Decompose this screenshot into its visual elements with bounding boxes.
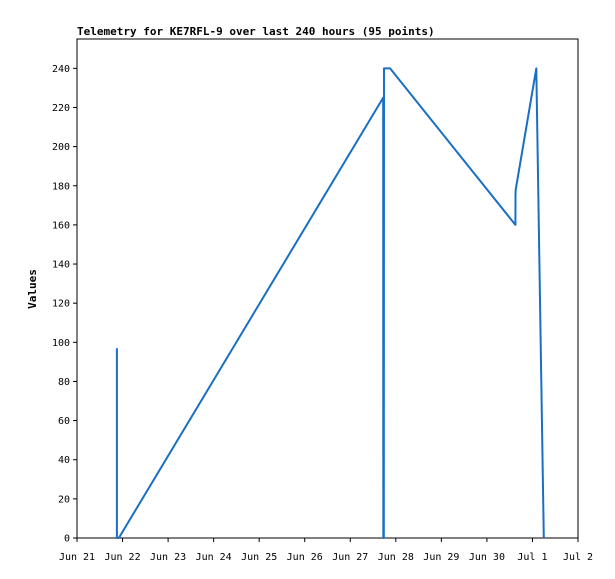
x-tick-label: Jun 21 [59,552,95,563]
x-tick-label: Jun 29 [423,552,459,563]
x-tick-label: Jun 28 [378,552,414,563]
y-tick-label: 240 [52,64,70,75]
y-tick-label: 180 [52,181,70,192]
x-tick-label: Jun 25 [241,552,277,563]
y-tick-label: 40 [58,455,70,466]
x-axis: Jun 21 Jun 22 Jun 23 Jun 24 Jun 25 Jun 26 Jun … [59,538,593,563]
x-tick-label: Jun 26 [287,552,323,563]
x-tick-label: Jul 1 [517,552,547,563]
y-tick-label: 100 [52,338,70,349]
y-tick-label: 80 [58,377,70,388]
x-tick-label: Jun 22 [104,552,140,563]
chart-title: Telemetry for KE7RFL-9 over last 240 hou… [77,25,435,38]
y-axis: 0 20 40 60 80 100 120 140 160 180 200 220 240 [52,64,77,545]
y-tick-label: 220 [52,103,70,114]
x-tick-label: Jun 23 [150,552,186,563]
x-tick-label: Jun 30 [469,552,505,563]
series-layer [115,67,545,539]
y-tick-label: 20 [58,494,70,505]
plot-frame [76,38,579,539]
x-tick-label: Jul 2 [563,552,593,563]
y-tick-label: 120 [52,299,70,310]
y-tick-label: 60 [58,416,70,427]
y-tick-label: 140 [52,260,70,271]
telemetry-series-line [115,67,545,539]
y-tick-label: 0 [64,534,70,545]
x-tick-label: Jun 24 [196,552,232,563]
y-axis-label: Values [26,269,39,309]
y-tick-label: 200 [52,142,70,153]
x-tick-label: Jun 27 [332,552,368,563]
y-tick-label: 160 [52,220,70,231]
